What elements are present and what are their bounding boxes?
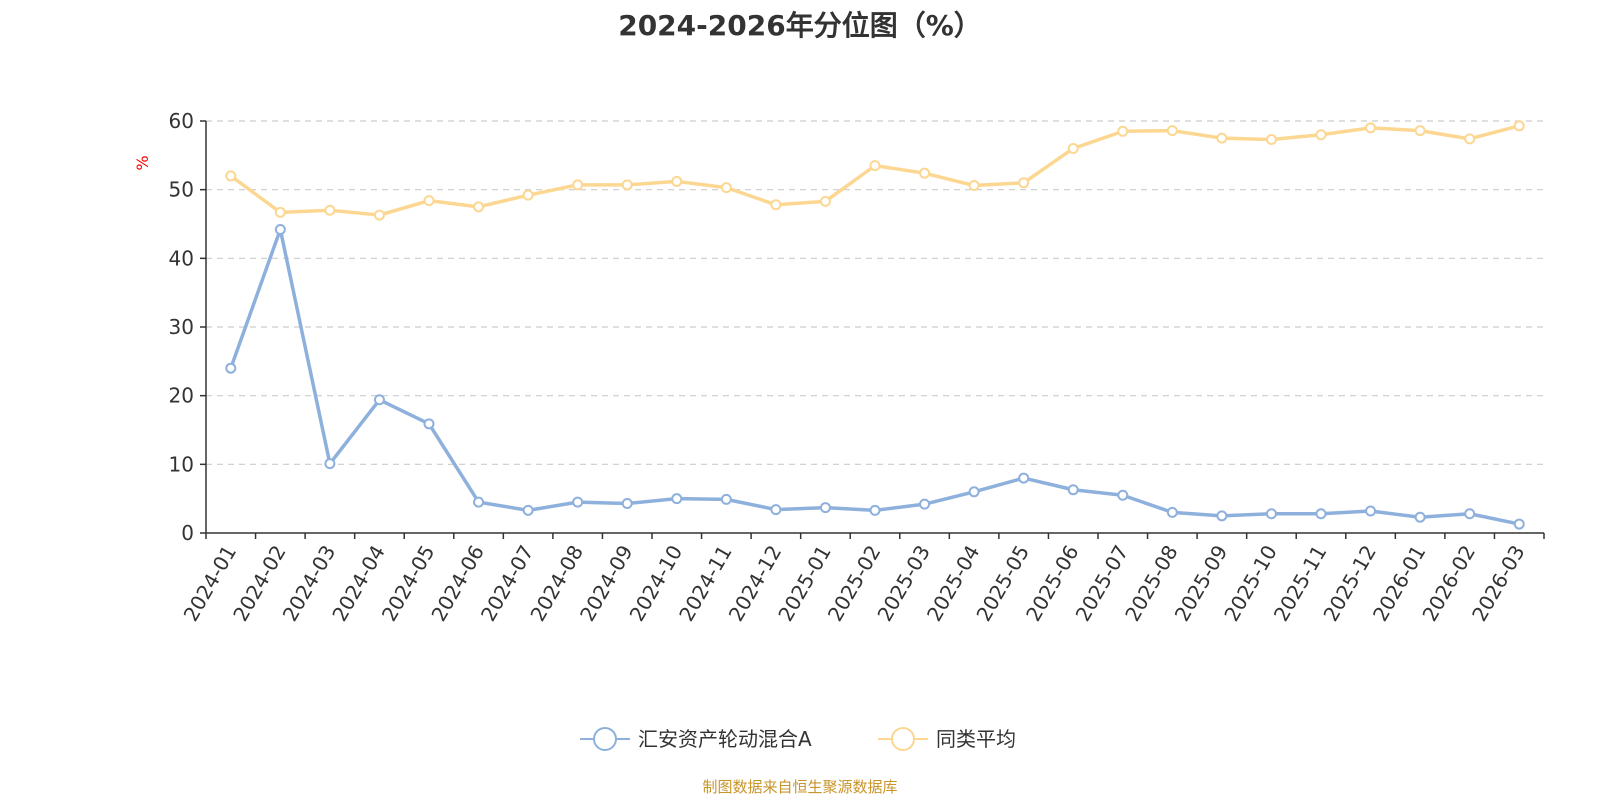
data-point [720,493,732,505]
x-tick-labels: 2024-012024-022024-032024-042024-052024-… [179,541,1530,625]
data-point [1166,506,1178,518]
data-point [1166,125,1178,137]
data-point [819,195,831,207]
data-point [1365,505,1377,517]
data-point [373,394,385,406]
data-point [968,180,980,192]
legend-label: 同类平均 [936,727,1016,751]
data-point [671,175,683,187]
data-point [1018,472,1030,484]
data-point [1513,120,1525,132]
data-point [572,496,584,508]
legend-marker [593,727,617,751]
legend-marker [891,727,915,751]
data-point [1117,489,1129,501]
y-axis-label: % [133,155,152,170]
data-point [1414,511,1426,523]
y-tick-label: 50 [169,178,194,202]
data-point [423,195,435,207]
series-2 [225,120,1525,221]
data-point [274,223,286,235]
y-tick-label: 10 [169,452,194,476]
data-point [671,493,683,505]
y-tick-label: 40 [169,246,194,270]
legend-item-2: 同类平均 [878,727,1016,751]
data-point [324,458,336,470]
data-point [274,206,286,218]
series-layer [225,120,1525,530]
data-point [1117,125,1129,137]
legend-label: 汇安资产轮动混合A [638,727,812,751]
y-tick-label: 0 [181,521,194,545]
data-point [720,182,732,194]
data-point [373,209,385,221]
data-point [225,170,237,182]
data-point [1265,508,1277,520]
source-credit: 制图数据来自恒生聚源数据库 [702,778,898,796]
data-point [1365,122,1377,134]
data-point [522,189,534,201]
data-point [1513,518,1525,530]
data-point [1464,133,1476,145]
data-point [621,179,633,191]
data-point [968,486,980,498]
data-point [1315,508,1327,520]
data-point [869,160,881,172]
series-line [229,227,1521,526]
data-point [1067,142,1079,154]
data-point [572,179,584,191]
data-point [621,497,633,509]
data-point [1315,129,1327,141]
data-point [1464,508,1476,520]
y-tick-label: 60 [169,109,194,133]
legend: 汇安资产轮动混合A 同类平均 [580,727,1016,751]
data-point [1414,125,1426,137]
legend-item-1: 汇安资产轮动混合A [580,727,812,751]
data-point [324,204,336,216]
data-point [1067,484,1079,496]
data-point [522,504,534,516]
data-point [225,362,237,374]
data-point [1216,132,1228,144]
data-point [473,496,485,508]
data-point [473,201,485,213]
y-tick-label: 20 [169,384,194,408]
data-point [919,498,931,510]
data-point [770,504,782,516]
data-point [1265,134,1277,146]
data-point [1018,177,1030,189]
axes [200,120,1545,539]
data-point [919,167,931,179]
y-tick-label: 30 [169,315,194,339]
data-point [770,199,782,211]
series-1 [225,223,1525,530]
data-point [819,502,831,514]
y-tick-labels: 0 10 20 30 40 50 60% [133,109,194,545]
chart-title: 2024-2026年分位图（%） [618,9,982,42]
data-point [869,504,881,516]
data-point [423,418,435,430]
grid-lines [206,120,1544,465]
data-point [1216,510,1228,522]
